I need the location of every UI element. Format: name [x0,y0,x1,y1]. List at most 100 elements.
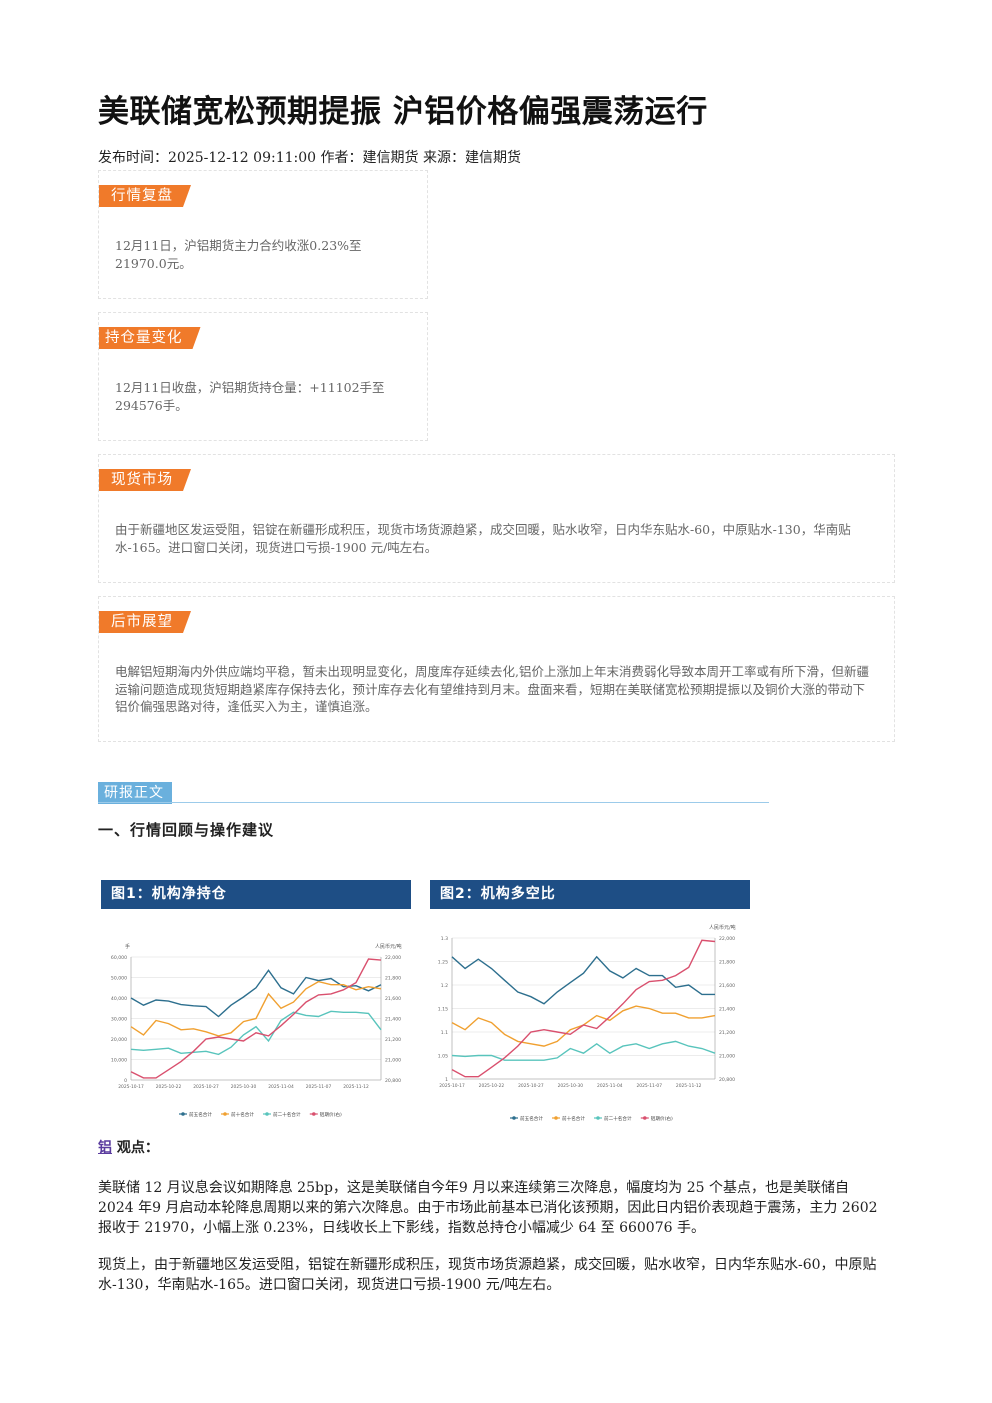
y-left-tick-label: 1.2 [441,983,448,989]
x-tick-label: 2025-10-30 [231,1084,257,1090]
view-paragraph-2: 现货上，由于新疆地区发运受阻，铝锭在新疆形成积压，现货市场货源趋紧，成交回暖，贴… [98,1257,877,1293]
y-left-tick-label: 0 [124,1078,127,1084]
view-label: 观点： [116,1140,159,1156]
box-spot-market: 现货市场 由于新疆地区发运受阻，铝锭在新疆形成积压，现货市场货源趋紧，成交回暖，… [98,454,895,583]
x-tick-label: 2025-10-22 [156,1084,182,1090]
article-title: 美联储宽松预期提振 沪铝价格偏强震荡运行 [98,94,708,130]
y-right-tick-label: 22,000 [385,955,401,961]
x-tick-label: 2025-10-27 [193,1084,219,1090]
tag-spot-market: 现货市场 [99,469,191,491]
y-right-tick-label: 21,800 [385,976,401,982]
x-tick-label: 2025-10-17 [118,1084,144,1090]
article-meta: 发布时间：2025-12-12 09:11:00 作者：建信期货 来源：建信期货 [98,150,521,166]
legend-label: 前十名合计 [231,1111,254,1118]
y-left-tick-label: 50,000 [111,976,127,982]
legend-label: 前五名合计 [520,1115,543,1122]
y-right-tick-label: 21,400 [719,1007,735,1013]
legend-item-4: 铝期价(右) [309,1111,342,1118]
report-divider [98,802,769,803]
y-right-tick-label: 21,600 [385,996,401,1002]
x-tick-label: 2025-11-12 [343,1084,369,1090]
chart-net-position: 0 10,000 20,000 30,000 40,000 50,000 60,000 20,… [111,943,402,1118]
x-tick-label: 2025-11-04 [597,1083,623,1089]
legend-item-1: 前五名合计 [179,1111,212,1118]
box-open-interest: 持仓量变化 12月11日收盘，沪铝期货持仓量：+11102手至294576手。 [98,312,428,441]
legend-label: 前二十名合计 [604,1115,632,1122]
legend-marker [223,1112,227,1116]
legend-marker [181,1112,185,1116]
legend-item-3: 前二十名合计 [594,1115,632,1122]
series-line-4 [451,939,716,1078]
tag-outlook: 后市展望 [99,611,191,633]
y-left-tick-label: 1 [445,1077,448,1083]
x-tick-label: 2025-10-27 [518,1083,544,1089]
box-outlook-text: 电解铝短期海内外供应端均平稳，暂未出现明显变化，周度库存延续去化,铝价上涨加上年… [115,664,869,714]
box-spot-market-text: 由于新疆地区发运受阻，铝锭在新疆形成积压，现货市场货源趋紧，成交回暖，贴水收窄，… [115,522,851,555]
legend-marker [265,1112,269,1116]
y-right-unit: 人民币元/吨 [375,943,402,950]
legend-label: 铝期价(右) [651,1115,673,1122]
y-left-tick-label: 20,000 [111,1037,127,1043]
series-line-1 [130,969,382,1018]
y-right-tick-label: 21,800 [719,960,735,966]
box-open-interest-text: 12月11日收盘，沪铝期货持仓量：+11102手至294576手。 [115,380,385,413]
legend-marker [596,1116,600,1120]
y-left-tick-label: 1.15 [438,1007,448,1013]
section-heading: 一、行情回顾与操作建议 [98,821,275,839]
y-left-tick-label: 30,000 [111,1017,127,1023]
series-line-2 [451,1005,716,1047]
y-right-tick-label: 21,200 [719,1030,735,1036]
y-left-unit: 手 [125,943,130,950]
aluminum-link[interactable]: 铝 [98,1140,112,1156]
x-tick-label: 2025-11-07 [636,1083,662,1089]
box-outlook: 后市展望 电解铝短期海内外供应端均平稳，暂未出现明显变化，周度库存延续去化,铝价… [98,596,895,742]
legend-item-2: 前十名合计 [552,1115,585,1122]
series-line-3 [130,1010,382,1056]
legend-marker [312,1112,316,1116]
y-left-tick-label: 60,000 [111,955,127,961]
x-tick-label: 2025-10-30 [558,1083,584,1089]
y-left-tick-label: 1.3 [441,936,448,942]
figure2-title: 图2：机构多空比 [430,880,750,909]
report-tag: 研报正文 [98,782,172,804]
chart-long-short-ratio: 1 1.05 1.1 1.15 1.2 1.25 1.3 20,800 21,000 21,200… [438,924,736,1122]
y-right-tick-label: 20,800 [385,1078,401,1084]
y-right-tick-label: 20,800 [719,1077,735,1083]
y-right-unit: 人民币元/吨 [709,924,736,931]
series-line-3 [451,1040,716,1061]
legend-marker [554,1116,558,1120]
legend-label: 前十名合计 [562,1115,585,1122]
tag-open-interest: 持仓量变化 [99,327,201,349]
y-left-tick-label: 10,000 [111,1058,127,1064]
series-line-2 [130,980,382,1037]
legend-label: 铝期价(右) [320,1111,342,1118]
x-tick-label: 2025-11-12 [676,1083,702,1089]
view-paragraph-1: 美联储 12 月议息会议如期降息 25bp，这是美联储自今年9 月以来连续第三次… [98,1180,878,1236]
legend-item-4: 铝期价(右) [640,1115,673,1122]
series-line-4 [130,958,382,1079]
x-tick-label: 2025-10-17 [439,1083,465,1089]
y-right-tick-label: 21,600 [719,983,735,989]
y-left-tick-label: 40,000 [111,996,127,1002]
y-right-tick-label: 21,400 [385,1017,401,1023]
box-market-review-text: 12月11日，沪铝期货主力合约收涨0.23%至21970.0元。 [115,238,362,271]
legend-label: 前二十名合计 [273,1111,301,1118]
legend-item-2: 前十名合计 [221,1111,254,1118]
legend-item-1: 前五名合计 [510,1115,543,1122]
legend-marker [512,1116,516,1120]
legend-item-3: 前二十名合计 [263,1111,301,1118]
series-line-1 [451,955,715,1005]
legend-marker [643,1116,647,1120]
y-right-tick-label: 22,000 [719,936,735,942]
y-right-tick-label: 21,000 [719,1054,735,1060]
y-left-tick-label: 1.25 [438,960,448,966]
legend-label: 前五名合计 [189,1111,212,1118]
view-label-line: 铝 观点： [98,1138,888,1158]
x-tick-label: 2025-10-22 [479,1083,505,1089]
y-left-tick-label: 1.1 [441,1030,448,1036]
y-right-tick-label: 21,200 [385,1037,401,1043]
tag-market-review: 行情复盘 [99,185,191,207]
x-tick-label: 2025-11-07 [306,1084,332,1090]
y-right-tick-label: 21,000 [385,1058,401,1064]
y-left-tick-label: 1.05 [438,1054,448,1060]
